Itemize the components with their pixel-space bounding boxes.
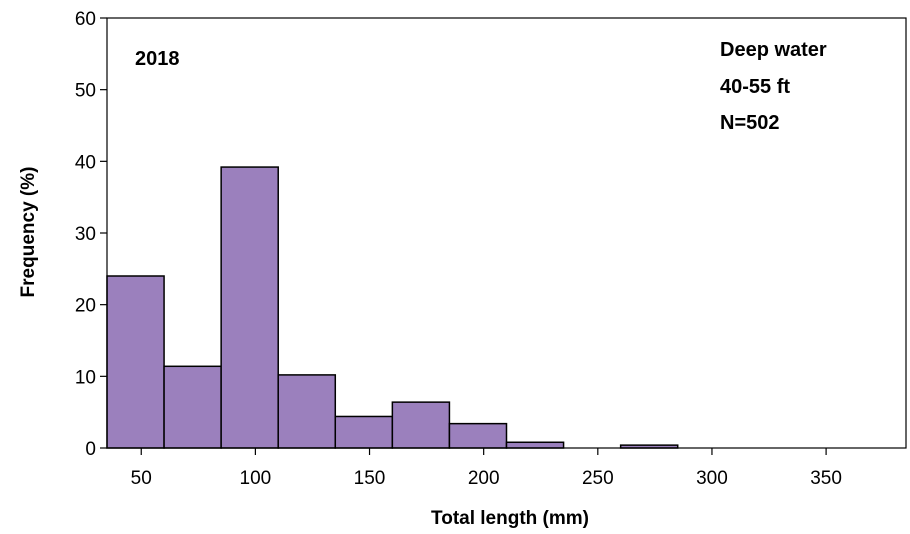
axes-layer (100, 17, 907, 455)
x-tick-label-1: 100 (240, 468, 272, 489)
x-tick-label-0: 50 (131, 468, 152, 489)
y-tick-label-1: 10 (75, 367, 96, 388)
x-tick-label-4: 250 (582, 468, 614, 489)
bars-layer (106, 166, 679, 449)
y-tick-label-6: 60 (75, 9, 96, 30)
histogram-bar-1 (163, 365, 222, 449)
x-tick-label-5: 300 (696, 468, 728, 489)
site-annotation-line-3: N=502 (720, 112, 780, 134)
y-tick-label-4: 40 (75, 152, 96, 173)
y-axis-title: Frequency (%) (18, 167, 39, 298)
y-tick-label-0: 0 (85, 439, 96, 460)
x-tick-label-3: 200 (468, 468, 500, 489)
histogram-bar-0 (106, 275, 165, 449)
x-tick-label-6: 350 (810, 468, 842, 489)
y-tick-label-5: 50 (75, 81, 96, 102)
histogram-bar-6 (448, 422, 508, 449)
y-tick-label-3: 30 (75, 224, 96, 245)
labels-layer: 0 10 20 30 40 50 60 50 100 150 200 250 300 350 (75, 9, 842, 489)
year-annotation: 2018 (135, 48, 180, 70)
site-annotation-line-1: Deep water (720, 39, 827, 61)
y-tick-label-2: 20 (75, 296, 96, 317)
histogram-bar-2 (220, 166, 279, 449)
site-annotation-line-2: 40-55 ft (720, 76, 790, 98)
x-axis-title: Total length (mm) (431, 508, 589, 529)
histogram-bar-5 (391, 401, 451, 449)
histogram-bar-4 (334, 415, 394, 449)
histogram-bar-3 (277, 374, 337, 449)
x-tick-label-2: 150 (354, 468, 386, 489)
histogram-bar-7 (505, 441, 565, 449)
